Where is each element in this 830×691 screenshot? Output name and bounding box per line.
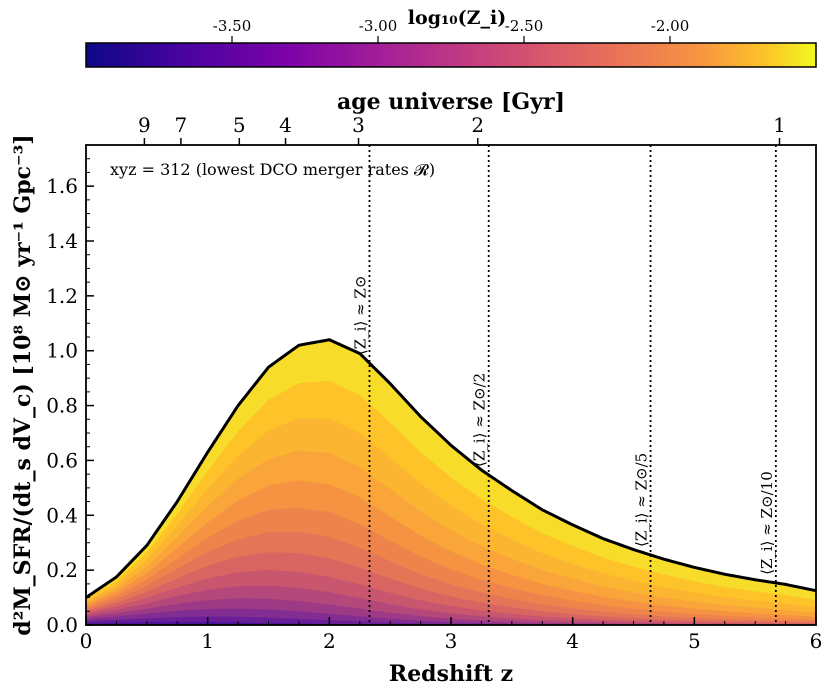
- metallicity-bands: [86, 339, 816, 625]
- top-tick-label: 5: [233, 113, 246, 137]
- colorbar-tick-label: -2.50: [505, 17, 543, 35]
- x-tick-label: 4: [566, 629, 579, 653]
- y-tick-label: 0.6: [46, 448, 78, 472]
- top-tick-label: 3: [352, 113, 365, 137]
- x-tick-label: 1: [201, 629, 214, 653]
- top-tick-label: 4: [279, 113, 292, 137]
- top-tick-label: 1: [773, 113, 786, 137]
- y-axis-label: d²M_SFR/(dt_s dV_c) [10⁸ M⊙ yr⁻¹ Gpc⁻³]: [10, 134, 36, 635]
- x-tick-label: 2: [323, 629, 336, 653]
- colorbar-label: log₁₀(Z_i): [408, 7, 506, 29]
- y-tick-label: 1.0: [46, 339, 78, 363]
- y-tick-label: 1.6: [46, 174, 78, 198]
- metallicity-line-label: ⟨Z_i⟩ ≈ Z⊙/2: [471, 373, 489, 467]
- y-axis-ticks: 0.0 0.2 0.4 0.6 0.8 1.0 1.2 1.4 1.6: [46, 158, 94, 637]
- y-tick-label: 1.2: [46, 284, 78, 308]
- y-tick-label: 0.4: [46, 503, 78, 527]
- colorbar-ticks: -3.50 -3.00 -2.50 -2.00: [213, 17, 689, 43]
- colorbar-gradient: [85, 42, 817, 68]
- colorbar-tick-label: -3.50: [213, 17, 251, 35]
- x-tick-label: 5: [688, 629, 701, 653]
- y-tick-label: 0.8: [46, 394, 78, 418]
- colorbar-tick-label: -2.00: [651, 17, 689, 35]
- top-axis-label: age universe [Gyr]: [337, 89, 565, 115]
- metallicity-line-label: ⟨Z_i⟩ ≈ Z⊙: [351, 276, 369, 356]
- x-axis-ticks: 0 1 2 3 4 5 6: [80, 617, 823, 653]
- top-tick-label: 7: [175, 113, 188, 137]
- top-tick-label: 2: [471, 113, 484, 137]
- x-tick-label: 3: [445, 629, 458, 653]
- metallicity-line-label: ⟨Z_i⟩ ≈ Z⊙/5: [633, 453, 651, 547]
- x-tick-label: 6: [810, 629, 823, 653]
- colorbar: -3.50 -3.00 -2.50 -2.00 log₁₀(Z_i): [85, 7, 817, 68]
- metallicity-lines: ⟨Z_i⟩ ≈ Z⊙ ⟨Z_i⟩ ≈ Z⊙/2 ⟨Z_i⟩ ≈ Z⊙/5 ⟨Z_i⟩ …: [351, 145, 777, 625]
- y-tick-label: 0.0: [46, 613, 78, 637]
- total-sfrd-curve: [85, 338, 817, 599]
- top-tick-label: 9: [138, 113, 151, 137]
- y-tick-label: 1.4: [46, 229, 78, 253]
- colorbar-tick-label: -3.00: [359, 17, 397, 35]
- annotation-text: xyz = 312 (lowest DCO merger rates 𝓡): [110, 160, 435, 179]
- metallicity-line-label: ⟨Z_i⟩ ≈ Z⊙/10: [758, 471, 776, 575]
- y-tick-label: 0.2: [46, 558, 78, 582]
- x-axis-label: Redshift z: [389, 661, 513, 687]
- x-tick-label: 0: [80, 629, 93, 653]
